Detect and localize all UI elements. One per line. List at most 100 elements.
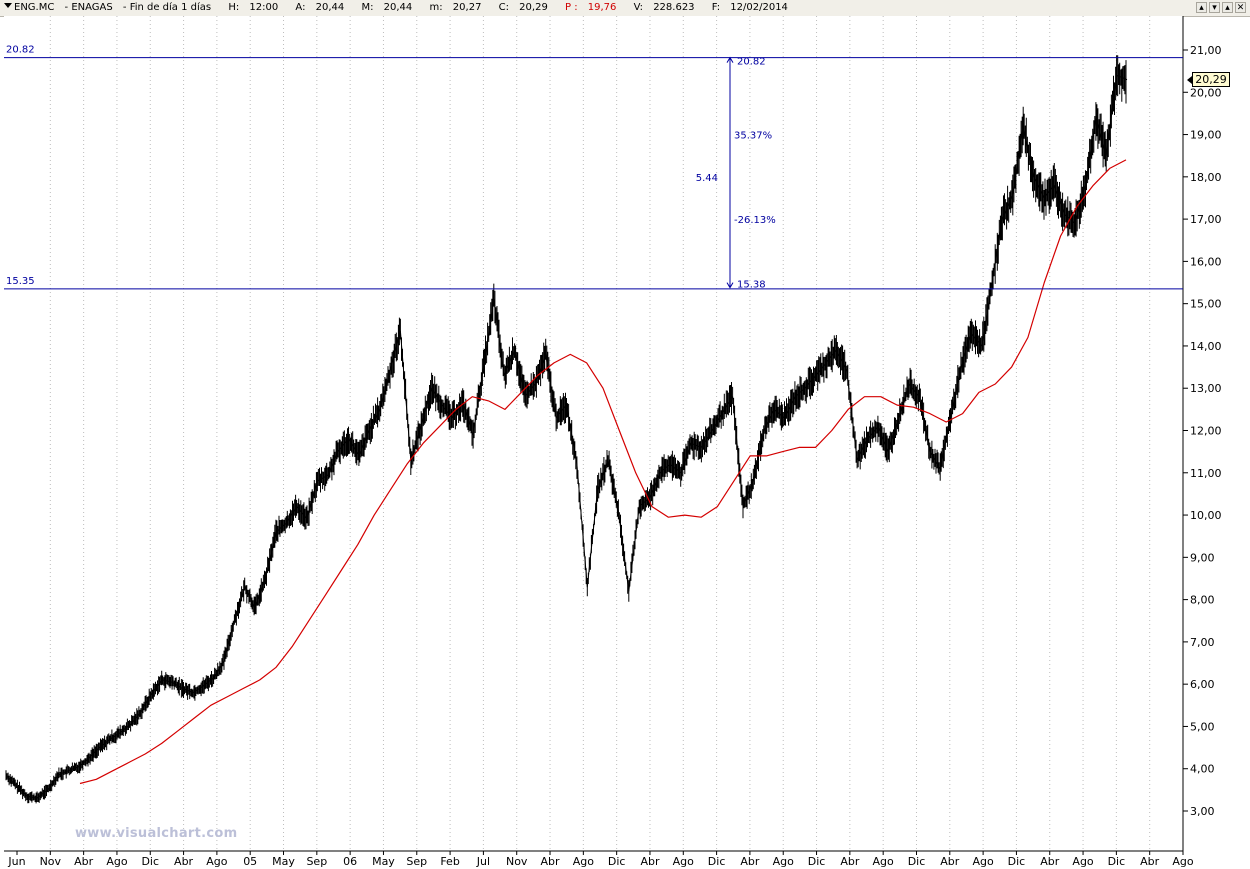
x-tick-label: Dic — [1008, 855, 1026, 868]
x-tick-label: Jul — [476, 855, 490, 868]
prev-field: P : 19,76 — [565, 2, 623, 13]
y-tick-label: 14,00 — [1190, 340, 1222, 353]
dropdown-arrow-icon[interactable] — [4, 3, 12, 8]
price-pointer-icon — [1187, 76, 1192, 84]
symbol: ENG.MC — [14, 2, 55, 13]
y-tick-label: 17,00 — [1190, 213, 1222, 226]
open-value: 20,44 — [315, 2, 345, 13]
measure-arrow-down-icon — [726, 282, 734, 289]
x-tick-label: Sep — [406, 855, 427, 868]
date-field: F: 12/02/2014 — [712, 2, 795, 13]
x-tick-label: Abr — [840, 855, 860, 868]
y-tick-label: 19,00 — [1190, 129, 1222, 142]
y-tick-label: 13,00 — [1190, 382, 1222, 395]
symbol-name: ENG.MC - ENAGAS - Fin de día 1 días — [14, 2, 212, 13]
close-label: C: — [498, 2, 509, 13]
x-tick-label: Ago — [106, 855, 128, 868]
x-tick-label: Abr — [1140, 855, 1160, 868]
y-tick-label: 3,00 — [1190, 805, 1215, 818]
chart-title-bar: ENG.MC - ENAGAS - Fin de día 1 días H: 1… — [0, 0, 1250, 17]
open-field: A: 20,44 — [295, 2, 351, 13]
measure-top-label: 20.82 — [737, 57, 766, 68]
last-price-tag: 20,29 — [1192, 72, 1230, 87]
period: Fin de día 1 días — [129, 2, 212, 13]
date-value: 12/02/2014 — [730, 2, 788, 13]
high-value: 20,44 — [383, 2, 413, 13]
x-tick-label: Abr — [940, 855, 960, 868]
x-tick-label: Ago — [773, 855, 795, 868]
y-tick-label: 18,00 — [1190, 171, 1222, 184]
x-tick-label: Sep — [306, 855, 327, 868]
x-tick-label: Ago — [1172, 855, 1194, 868]
volume-label: V: — [633, 2, 643, 13]
x-tick-label: Dic — [808, 855, 826, 868]
x-tick-label: Dic — [708, 855, 726, 868]
x-tick-label: Abr — [74, 855, 94, 868]
measure-arrow-up-icon — [726, 56, 734, 63]
x-tick-label: Abr — [640, 855, 660, 868]
hour-value: 12:00 — [249, 2, 279, 13]
scroll-up-button[interactable]: ▴ — [1196, 2, 1207, 13]
window-controls: ▴ ▾ ▴ ✕ — [1196, 2, 1246, 13]
x-tick-label: 06 — [343, 855, 357, 868]
measure-pct-up-label: 35.37% — [734, 131, 772, 142]
y-tick-label: 10,00 — [1190, 509, 1222, 522]
x-tick-label: Nov — [506, 855, 528, 868]
price-line — [5, 74, 1128, 799]
high-label: M: — [361, 2, 374, 13]
close-button[interactable]: ✕ — [1235, 2, 1246, 13]
measure-bottom-label: 15.38 — [737, 280, 766, 291]
x-tick-label: Abr — [740, 855, 760, 868]
date-label: F: — [711, 2, 721, 13]
x-tick-label: Nov — [40, 855, 62, 868]
maximize-button[interactable]: ▴ — [1222, 2, 1233, 13]
y-tick-label: 9,00 — [1190, 551, 1215, 564]
y-tick-label: 12,00 — [1190, 425, 1222, 438]
y-tick-label: 6,00 — [1190, 678, 1215, 691]
x-tick-label: Dic — [1108, 855, 1126, 868]
y-tick-label: 20,00 — [1190, 86, 1222, 99]
x-tick-label: 05 — [243, 855, 257, 868]
measure-diff-label: 5.44 — [696, 173, 718, 184]
y-tick-label: 7,00 — [1190, 636, 1215, 649]
measure-pct-down-label: -26.13% — [734, 215, 776, 226]
x-tick-label: Ago — [972, 855, 994, 868]
x-tick-label: Feb — [440, 855, 459, 868]
open-label: A: — [295, 2, 306, 13]
prev-label: P : — [565, 2, 578, 13]
price-chart[interactable]: Jun Nov Abr Ago Dic Abr Ago 05 May Sep 06 May Sep Feb… — [0, 16, 1250, 869]
x-tick-label: Ago — [673, 855, 695, 868]
company-name: ENAGAS — [71, 2, 113, 13]
x-tick-label: Abr — [541, 855, 561, 868]
x-tick-label: Jun — [7, 855, 25, 868]
low-value: 20,27 — [452, 2, 482, 13]
x-tick-label: May — [272, 855, 295, 868]
close-field: C: 20,29 — [499, 2, 555, 13]
low-label: m: — [429, 2, 443, 13]
level-label: 15.35 — [6, 276, 35, 287]
minimize-button[interactable]: ▾ — [1209, 2, 1220, 13]
prev-value: 19,76 — [587, 2, 617, 13]
high-field: M: 20,44 — [361, 2, 419, 13]
volume-value: 228.623 — [653, 2, 695, 13]
x-tick-label: Dic — [608, 855, 626, 868]
y-tick-label: 16,00 — [1190, 255, 1222, 268]
x-tick-label: Abr — [174, 855, 194, 868]
x-tick-label: Ago — [206, 855, 228, 868]
x-tick-label: Ago — [873, 855, 895, 868]
y-tick-label: 15,00 — [1190, 298, 1222, 311]
volume-field: V: 228.623 — [634, 2, 702, 13]
y-tick-label: 11,00 — [1190, 467, 1222, 480]
low-field: m: 20,27 — [429, 2, 488, 13]
moving-average-line — [79, 159, 1127, 785]
hour-label: H: — [228, 2, 240, 13]
level-label: 20.82 — [6, 45, 35, 56]
watermark: www.visualchart.com — [75, 826, 238, 841]
hour-field: H: 12:00 — [228, 2, 285, 13]
y-tick-label: 4,00 — [1190, 763, 1215, 776]
x-tick-label: Ago — [573, 855, 595, 868]
plot-area — [4, 16, 1183, 851]
close-value: 20,29 — [519, 2, 548, 13]
x-tick-label: Dic — [908, 855, 926, 868]
x-tick-label: Ago — [1072, 855, 1094, 868]
